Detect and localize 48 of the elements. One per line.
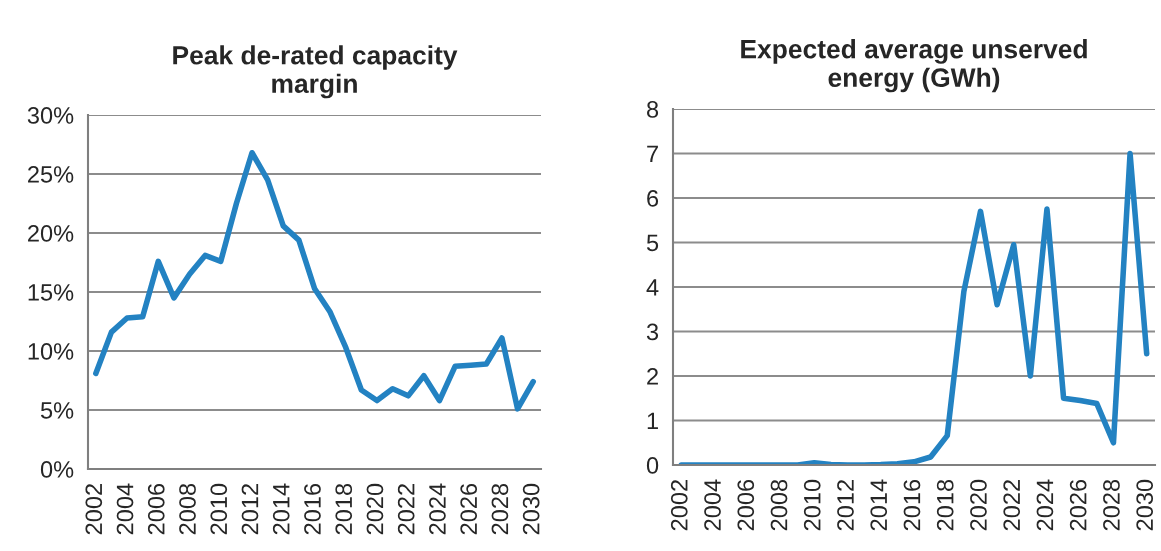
x-tick-label: 2028 [1103, 479, 1120, 531]
x-tick-label: 2026 [1069, 479, 1087, 531]
y-tick-label: 1 [647, 412, 658, 430]
y-tick-label: 5 [646, 234, 659, 252]
chart-title: Expected average unserved energy (GWh) [741, 39, 1087, 93]
x-tick-label: 2006 [147, 483, 165, 535]
x-tick-label: 2018 [335, 483, 353, 535]
x-tick-label: 2006 [737, 479, 755, 531]
y-tick-label: 0% [40, 461, 74, 478]
x-tick-label: 2008 [770, 479, 788, 531]
x-tick-label: 2024 [1036, 479, 1054, 531]
x-tick-label: 2024 [429, 483, 446, 535]
y-tick-label: 30% [27, 107, 74, 124]
y-tick-label: 15% [28, 284, 74, 301]
x-tick-label: 2022 [1003, 480, 1021, 531]
x-tick-label: 2026 [460, 483, 478, 535]
x-tick-label: 2022 [397, 484, 415, 535]
y-tick-label: 2 [647, 368, 658, 385]
y-tick-label: 7 [647, 145, 658, 163]
y-tick-label: 20% [28, 225, 74, 242]
x-tick-label: 2004 [704, 479, 721, 531]
y-tick-label: 6 [647, 190, 659, 207]
chart-title: Peak de-rated capacity margin [173, 45, 458, 99]
y-tick-label: 5% [40, 402, 74, 419]
y-tick-label: 0 [646, 457, 659, 474]
x-tick-label: 2028 [491, 483, 509, 535]
x-tick-label: 2016 [903, 479, 921, 531]
x-tick-label: 2014 [870, 479, 888, 531]
y-tick-label: 8 [647, 101, 659, 118]
x-tick-label: 2012 [241, 484, 259, 535]
x-tick-label: 2008 [179, 483, 196, 535]
x-tick-label: 2030 [522, 483, 540, 535]
x-tick-label: 2020 [970, 479, 987, 531]
x-tick-label: 2004 [116, 483, 134, 535]
y-tick-label: 10% [28, 343, 74, 360]
y-tick-label: 3 [646, 323, 659, 341]
x-tick-label: 2010 [803, 479, 821, 531]
x-tick-label: 2030 [1136, 479, 1154, 531]
x-tick-label: 2016 [304, 483, 321, 535]
x-tick-label: 2014 [272, 483, 290, 535]
x-tick-label: 2010 [210, 483, 228, 535]
x-tick-label: 2018 [936, 479, 954, 531]
x-tick-label: 2020 [366, 483, 384, 535]
y-tick-label: 25% [28, 166, 74, 183]
y-tick-label: 4 [646, 279, 659, 296]
x-tick-label: 2002 [670, 480, 688, 531]
x-tick-label: 2012 [837, 480, 854, 531]
x-tick-label: 2002 [85, 484, 103, 535]
